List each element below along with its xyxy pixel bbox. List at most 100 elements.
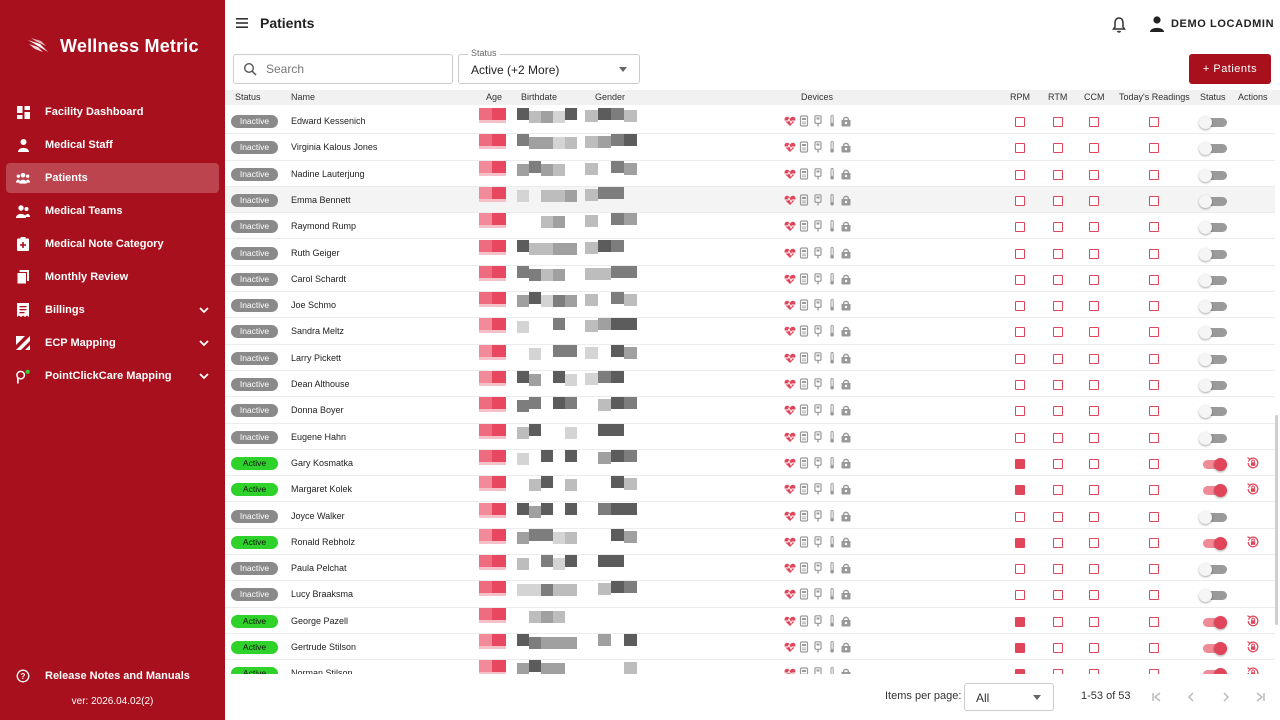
todays-readings-checkbox[interactable] xyxy=(1149,590,1159,601)
ccm-checkbox[interactable] xyxy=(1089,195,1099,206)
todays-readings-checkbox[interactable] xyxy=(1149,511,1159,522)
status-toggle[interactable] xyxy=(1199,168,1227,182)
table-row[interactable]: Inactive Raymond Rump xyxy=(225,213,1275,240)
status-toggle[interactable] xyxy=(1199,273,1227,287)
column-header-name[interactable]: Name xyxy=(291,92,316,102)
todays-readings-checkbox[interactable] xyxy=(1149,195,1159,206)
todays-readings-checkbox[interactable] xyxy=(1149,117,1159,127)
status-filter-select[interactable]: Status Active (+2 More) xyxy=(458,48,640,84)
chevron-down-icon[interactable] xyxy=(198,304,210,316)
rtm-checkbox[interactable] xyxy=(1053,643,1063,653)
rpm-checkbox[interactable] xyxy=(1015,195,1025,206)
rtm-checkbox[interactable] xyxy=(1053,274,1063,285)
rpm-checkbox[interactable] xyxy=(1015,537,1025,548)
rpm-checkbox[interactable] xyxy=(1015,169,1025,180)
patient-name[interactable]: Nadine Lauterjung xyxy=(291,168,365,179)
rpm-checkbox[interactable] xyxy=(1015,590,1025,601)
rtm-checkbox[interactable] xyxy=(1053,222,1063,233)
status-toggle[interactable] xyxy=(1199,510,1227,524)
status-toggle[interactable] xyxy=(1199,405,1227,419)
table-row[interactable]: Inactive Dean Althouse xyxy=(225,371,1275,398)
rpm-checkbox[interactable] xyxy=(1015,616,1025,627)
todays-readings-checkbox[interactable] xyxy=(1149,485,1159,496)
ccm-checkbox[interactable] xyxy=(1089,143,1099,154)
lock-reset-icon[interactable] xyxy=(1246,482,1260,496)
status-toggle[interactable] xyxy=(1199,326,1227,340)
todays-readings-checkbox[interactable] xyxy=(1149,222,1159,233)
ccm-checkbox[interactable] xyxy=(1089,458,1099,469)
patient-name[interactable]: Carol Schardt xyxy=(291,273,347,284)
table-row[interactable]: Active George Pazell xyxy=(225,607,1275,634)
rtm-checkbox[interactable] xyxy=(1053,353,1063,364)
ccm-checkbox[interactable] xyxy=(1089,301,1099,312)
rtm-checkbox[interactable] xyxy=(1053,590,1063,601)
ccm-checkbox[interactable] xyxy=(1089,643,1099,653)
rtm-checkbox[interactable] xyxy=(1053,327,1063,338)
todays-readings-checkbox[interactable] xyxy=(1149,248,1159,259)
column-header-birthdate[interactable]: Birthdate xyxy=(521,92,558,102)
rpm-checkbox[interactable] xyxy=(1015,274,1025,285)
add-patients-button[interactable]: + Patients xyxy=(1189,54,1271,84)
status-toggle[interactable] xyxy=(1199,221,1227,235)
todays-readings-checkbox[interactable] xyxy=(1149,643,1159,653)
table-row[interactable]: Inactive Paula Pelchat xyxy=(225,555,1275,582)
sidebar-item-monthly-review[interactable]: Monthly Review xyxy=(6,262,219,292)
patient-name[interactable]: George Pazell xyxy=(291,615,349,626)
lock-reset-icon[interactable] xyxy=(1246,456,1260,470)
release-notes-link[interactable]: ? Release Notes and Manuals xyxy=(16,668,190,684)
ccm-checkbox[interactable] xyxy=(1089,169,1099,180)
table-row[interactable]: Inactive Lucy Braaksma xyxy=(225,581,1275,608)
patient-name[interactable]: Sandra Meltz xyxy=(291,326,345,337)
patient-name[interactable]: Edward Kessenich xyxy=(291,116,366,126)
todays-readings-checkbox[interactable] xyxy=(1149,274,1159,285)
patient-name[interactable]: Margaret Kolek xyxy=(291,484,353,495)
rtm-checkbox[interactable] xyxy=(1053,511,1063,522)
rpm-checkbox[interactable] xyxy=(1015,669,1025,674)
table-row[interactable]: Inactive Ruth Geiger xyxy=(225,239,1275,266)
rpm-checkbox[interactable] xyxy=(1015,564,1025,575)
rtm-checkbox[interactable] xyxy=(1053,432,1063,443)
rtm-checkbox[interactable] xyxy=(1053,458,1063,469)
table-row[interactable]: Active Norman Stilson xyxy=(225,660,1275,674)
rtm-checkbox[interactable] xyxy=(1053,537,1063,548)
table-row[interactable]: Inactive Donna Boyer xyxy=(225,397,1275,424)
table-row[interactable]: Active Ronald Rebholz xyxy=(225,528,1275,556)
table-row[interactable]: Active Gary Kosmatka xyxy=(225,449,1275,477)
ccm-checkbox[interactable] xyxy=(1089,406,1099,417)
ccm-checkbox[interactable] xyxy=(1089,432,1099,443)
table-row[interactable]: Inactive Emma Bennett xyxy=(225,186,1275,214)
ccm-checkbox[interactable] xyxy=(1089,222,1099,233)
lock-reset-icon[interactable] xyxy=(1246,666,1260,674)
next-page-icon[interactable] xyxy=(1219,690,1233,704)
patient-name[interactable]: Lucy Braaksma xyxy=(291,589,354,600)
status-toggle[interactable] xyxy=(1199,668,1227,674)
todays-readings-checkbox[interactable] xyxy=(1149,380,1159,390)
column-header-rpm[interactable]: RPM xyxy=(1010,92,1030,102)
table-row[interactable]: Inactive Eugene Hahn xyxy=(225,423,1275,450)
bell-icon[interactable] xyxy=(1111,16,1127,34)
todays-readings-checkbox[interactable] xyxy=(1149,353,1159,364)
patient-name[interactable]: Ronald Rebholz xyxy=(291,536,356,547)
search-input[interactable] xyxy=(266,62,436,76)
rpm-checkbox[interactable] xyxy=(1015,117,1025,127)
ccm-checkbox[interactable] xyxy=(1089,327,1099,338)
rpm-checkbox[interactable] xyxy=(1015,327,1025,338)
first-page-icon[interactable] xyxy=(1150,690,1164,704)
lock-reset-icon[interactable] xyxy=(1246,535,1260,549)
brand[interactable]: Wellness Metric xyxy=(26,32,199,60)
lock-reset-icon[interactable] xyxy=(1246,614,1260,628)
status-toggle[interactable] xyxy=(1199,484,1227,498)
status-toggle[interactable] xyxy=(1199,563,1227,577)
rpm-checkbox[interactable] xyxy=(1015,511,1025,522)
column-header-today-s-readings[interactable]: Today's Readings xyxy=(1119,92,1190,102)
status-toggle[interactable] xyxy=(1199,642,1227,655)
todays-readings-checkbox[interactable] xyxy=(1149,406,1159,417)
sidebar-item-medical-note-category[interactable]: Medical Note Category xyxy=(6,229,219,259)
rtm-checkbox[interactable] xyxy=(1053,117,1063,127)
status-toggle[interactable] xyxy=(1199,379,1227,392)
sidebar-item-billings[interactable]: Billings xyxy=(6,295,219,325)
column-header-status[interactable]: Status xyxy=(235,92,261,102)
rpm-checkbox[interactable] xyxy=(1015,432,1025,443)
sidebar-item-ecp-mapping[interactable]: ECP Mapping xyxy=(6,328,219,358)
sidebar-item-medical-staff[interactable]: Medical Staff xyxy=(6,130,219,160)
